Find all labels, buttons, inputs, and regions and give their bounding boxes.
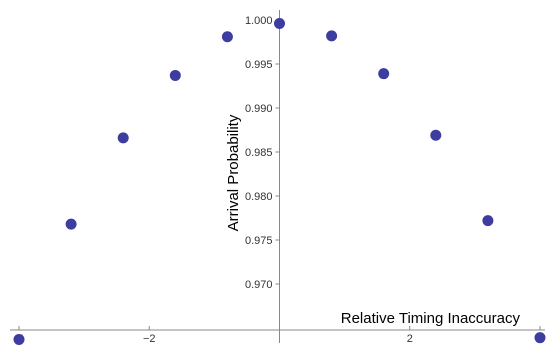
data-point [274,18,285,30]
data-point [482,215,494,227]
y-tick-label: 0.970 [245,279,273,291]
y-tick-label: 0.995 [245,59,273,71]
data-point [430,129,442,141]
data-point [534,332,546,344]
data-point [169,69,181,81]
y-axis-label: Arrival Probability [225,114,242,231]
data-point [65,218,77,230]
x-axis-label: Relative Timing Inaccuracy [341,310,521,327]
x-tick-label: −2 [143,333,156,345]
y-tick-label: 0.975 [245,235,273,247]
data-point [221,31,233,43]
data-point [13,333,25,345]
x-axis-ticks: -4−224 [14,326,543,345]
y-tick-label: 1.000 [245,15,273,27]
data-point [326,30,338,42]
data-point [117,132,129,144]
data-point [378,68,390,80]
data-points [13,18,546,345]
y-tick-label: 0.980 [245,191,273,203]
x-tick-label: 2 [407,333,413,345]
y-axis-ticks: 0.970 0.975 0.980 0.985 0.990 0.995 1.000 [245,15,280,291]
y-tick-label: 0.990 [245,103,273,115]
y-tick-label: 0.985 [245,147,273,159]
